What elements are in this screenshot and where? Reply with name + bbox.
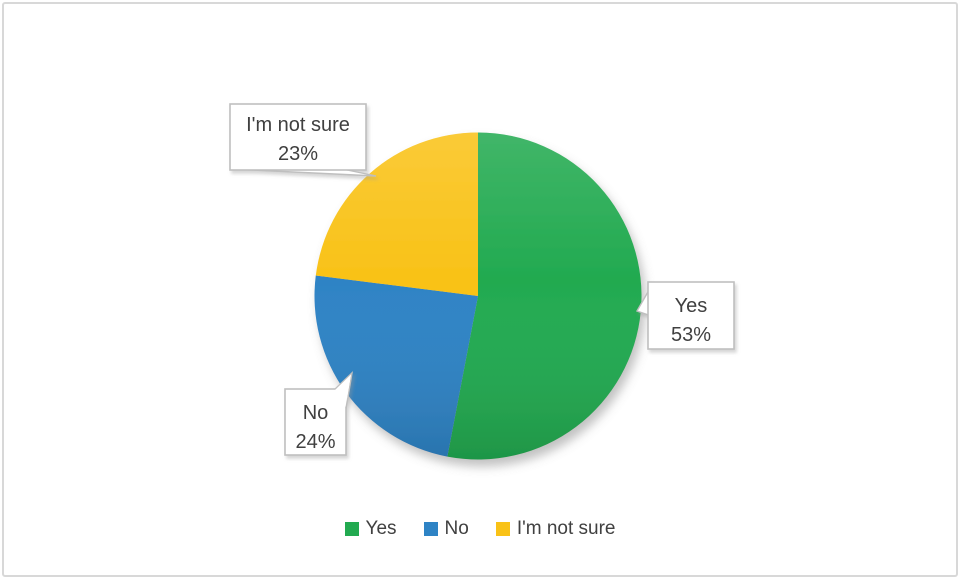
legend-label-not-sure: I'm not sure <box>516 518 616 539</box>
callout-no: No 24% <box>284 371 354 456</box>
callout-yes-box <box>647 281 735 350</box>
pie <box>314 132 642 460</box>
pie-shading-overlay <box>314 132 642 460</box>
legend-item-not-sure: I'm not sure <box>495 518 616 539</box>
legend-swatch-yes-icon <box>344 521 359 536</box>
legend-swatch-no-icon <box>423 521 438 536</box>
legend-item-no: No <box>423 518 469 539</box>
callout-not-sure: I'm not sure 23% <box>229 103 377 177</box>
legend-item-yes: Yes <box>344 518 397 539</box>
legend-swatch-not-sure-icon <box>495 521 510 536</box>
callout-no-box <box>284 388 347 456</box>
callout-no-value: 24% <box>295 431 335 453</box>
callout-not-sure-label: I'm not sure <box>246 114 350 136</box>
legend-label-no: No <box>444 518 469 539</box>
legend-label-yes: Yes <box>365 518 397 539</box>
callout-no-leader-merge <box>334 374 351 407</box>
callout-not-sure-box <box>229 103 367 171</box>
callout-no-label: No <box>303 402 329 424</box>
callout-not-sure-value: 23% <box>278 143 318 165</box>
callout-yes-value: 53% <box>671 324 711 346</box>
chart-legend: Yes No I'm not sure <box>0 519 960 538</box>
data-label-callouts: I'm not sure 23% Yes 53% No 24% <box>229 103 735 456</box>
callout-yes: Yes 53% <box>635 281 735 350</box>
callout-yes-label: Yes <box>675 295 708 317</box>
